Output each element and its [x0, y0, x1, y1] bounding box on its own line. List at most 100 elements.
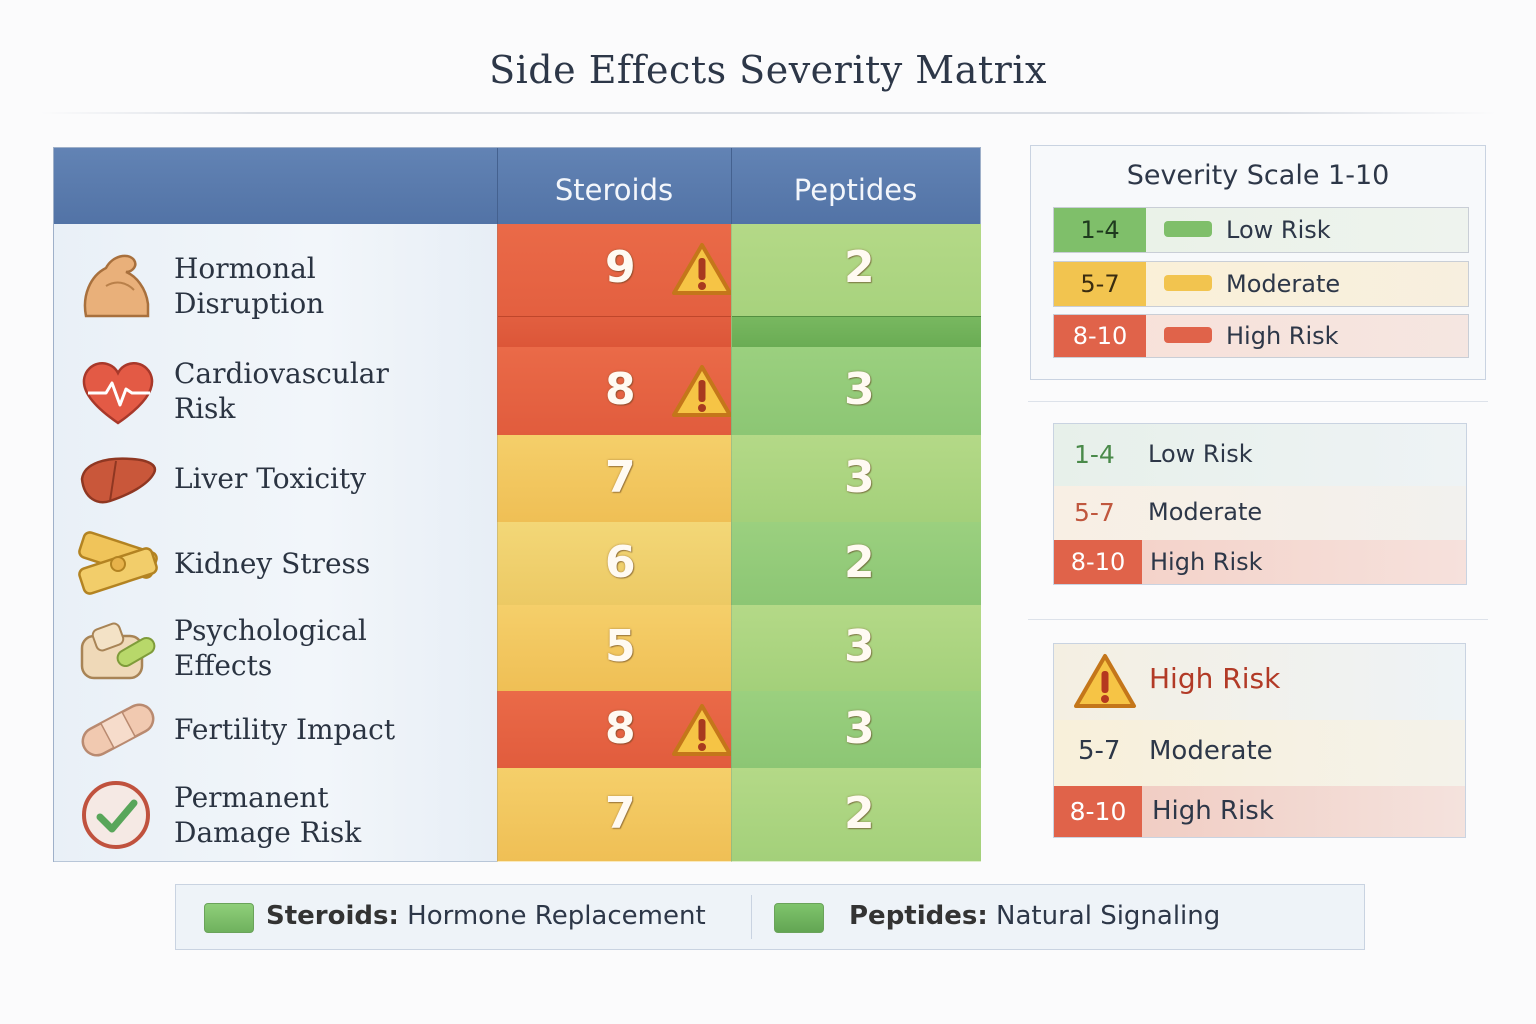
- matrix-row: Cardiovascular Risk 8 3: [54, 347, 981, 436]
- header-divider: [731, 148, 732, 224]
- peptides-value: 3: [844, 702, 875, 754]
- steroids-value: 7: [605, 787, 636, 839]
- peptides-value-cell: 2: [731, 224, 981, 348]
- steroids-swatch: [204, 903, 254, 933]
- steroids-value: 5: [605, 621, 636, 672]
- tertiary-legend: High Risk 5-7 Moderate 8-10 High Risk: [1053, 643, 1466, 838]
- peptides-value-cell: 3: [731, 691, 981, 769]
- checkmark-circle-icon: [76, 775, 160, 855]
- peptides-legend-name: Peptides:: [849, 901, 988, 931]
- peptides-value: 3: [844, 621, 875, 672]
- warning-icon: [670, 702, 734, 758]
- peptides-value: 2: [844, 787, 875, 839]
- peptides-legend-text: Peptides: Natural Signaling: [849, 901, 1220, 931]
- matrix-row: Psychological Effects 5 3: [54, 605, 981, 692]
- steroids-value-cell: 7: [497, 435, 732, 523]
- steroids-value: 6: [605, 536, 636, 588]
- warning-icon: [670, 363, 734, 419]
- legend-range: 1-4: [1074, 440, 1115, 469]
- steroids-legend-name: Steroids:: [266, 901, 399, 931]
- row-label: Hormonal Disruption: [174, 251, 325, 320]
- row-label-cell: Permanent Damage Risk: [54, 768, 497, 862]
- brain-pills-icon: [76, 608, 160, 688]
- steroids-value-cell: 8: [497, 691, 732, 769]
- row-label: Kidney Stress: [174, 547, 371, 580]
- legend-separator: [751, 895, 752, 939]
- row-label: Fertility Impact: [174, 713, 396, 746]
- legend-label: Moderate: [1149, 736, 1273, 766]
- row-label-cell: Cardiovascular Risk: [54, 347, 497, 436]
- legend-range: 8-10: [1054, 540, 1142, 584]
- severity-scale-legend: Severity Scale 1-10 1-4 Low Risk 5-7 Mod…: [1030, 145, 1486, 380]
- matrix-row: Hormonal Disruption 9 2: [54, 224, 981, 348]
- row-label: Liver Toxicity: [174, 462, 367, 495]
- peptides-value-cell: 2: [731, 768, 981, 862]
- peptides-value-cell: 2: [731, 522, 981, 606]
- steroids-value-cell: 9: [497, 224, 732, 348]
- legend-swatch: [1164, 275, 1212, 291]
- liver-icon: [76, 439, 160, 519]
- legend-row-moderate: 5-7 Moderate: [1054, 720, 1465, 787]
- legend-divider: [1028, 619, 1488, 620]
- bottom-legend: Steroids: Hormone Replacement Peptides: …: [175, 884, 1365, 950]
- legend-title: Severity Scale 1-10: [1126, 160, 1390, 191]
- row-label-cell: Liver Toxicity: [54, 435, 497, 523]
- legend-swatch: [1164, 221, 1212, 237]
- column-header-steroids: Steroids: [554, 173, 674, 207]
- legend-label: High Risk: [1152, 796, 1274, 826]
- matrix-header: Steroids Peptides: [54, 148, 980, 224]
- legend-row-high: 8-10 High Risk: [1053, 314, 1469, 358]
- legend-label: High Risk: [1226, 322, 1339, 350]
- peptides-swatch: [774, 903, 824, 933]
- steroids-value-cell: 5: [497, 605, 732, 692]
- legend-range: 8-10: [1054, 786, 1142, 837]
- page-title: Side Effects Severity Matrix: [489, 48, 1047, 92]
- severity-band: [498, 316, 732, 347]
- legend-row-high: 8-10 High Risk: [1054, 786, 1465, 837]
- row-label: Cardiovascular Risk: [174, 357, 389, 425]
- severity-band: [732, 316, 981, 347]
- flexed-arm-icon: [76, 246, 160, 326]
- legend-range: 8-10: [1054, 315, 1146, 357]
- peptides-value: 3: [844, 364, 875, 415]
- bandage-icon: [76, 690, 160, 770]
- legend-range: 5-7: [1074, 498, 1115, 527]
- peptides-value-cell: 3: [731, 605, 981, 692]
- legend-row-low: 1-4 Low Risk: [1054, 424, 1466, 487]
- row-label: Permanent Damage Risk: [174, 780, 362, 849]
- legend-row-low: 1-4 Low Risk: [1053, 207, 1469, 253]
- legend-label: Moderate: [1226, 270, 1341, 298]
- legend-row-high: 8-10 High Risk: [1054, 540, 1466, 584]
- steroids-value-cell: 6: [497, 522, 732, 606]
- warning-icon: [670, 241, 734, 297]
- row-label-cell: Hormonal Disruption: [54, 224, 497, 348]
- steroids-legend-desc: Hormone Replacement: [398, 901, 706, 931]
- warning-icon: [1074, 654, 1136, 708]
- peptides-value-cell: 3: [731, 347, 981, 436]
- steroids-legend-text: Steroids: Hormone Replacement: [266, 901, 706, 931]
- matrix-row: Liver Toxicity 7 3: [54, 435, 981, 523]
- steroids-value: 8: [605, 364, 636, 415]
- legend-label: Moderate: [1148, 498, 1263, 526]
- matrix-row: Permanent Damage Risk 7 2: [54, 768, 981, 862]
- row-label-cell: Psychological Effects: [54, 605, 497, 692]
- matrix-row: Fertility Impact 8 3: [54, 691, 981, 769]
- legend-divider: [1028, 401, 1488, 402]
- peptides-value-cell: 3: [731, 435, 981, 523]
- secondary-legend: 1-4 Low Risk 5-7 Moderate 8-10 High Risk: [1053, 423, 1467, 585]
- legend-label: Low Risk: [1148, 440, 1253, 468]
- header-divider: [497, 148, 498, 224]
- steroids-value-cell: 8: [497, 347, 732, 436]
- legend-range: 1-4: [1054, 208, 1146, 252]
- legend-row-moderate: 5-7 Moderate: [1053, 261, 1469, 307]
- severity-matrix: Steroids Peptides Hormonal Disruption 9 2 C…: [53, 147, 981, 862]
- row-label-cell: Fertility Impact: [54, 691, 497, 769]
- steroids-value: 8: [605, 702, 636, 754]
- row-label-cell: Kidney Stress: [54, 522, 497, 606]
- kidney-bandage-icon: [76, 524, 160, 604]
- title-divider: [40, 112, 1496, 114]
- legend-row-warning: High Risk: [1054, 644, 1465, 721]
- legend-label: High Risk: [1150, 548, 1263, 576]
- column-header-peptides: Peptides: [793, 173, 918, 207]
- steroids-value-cell: 7: [497, 768, 732, 862]
